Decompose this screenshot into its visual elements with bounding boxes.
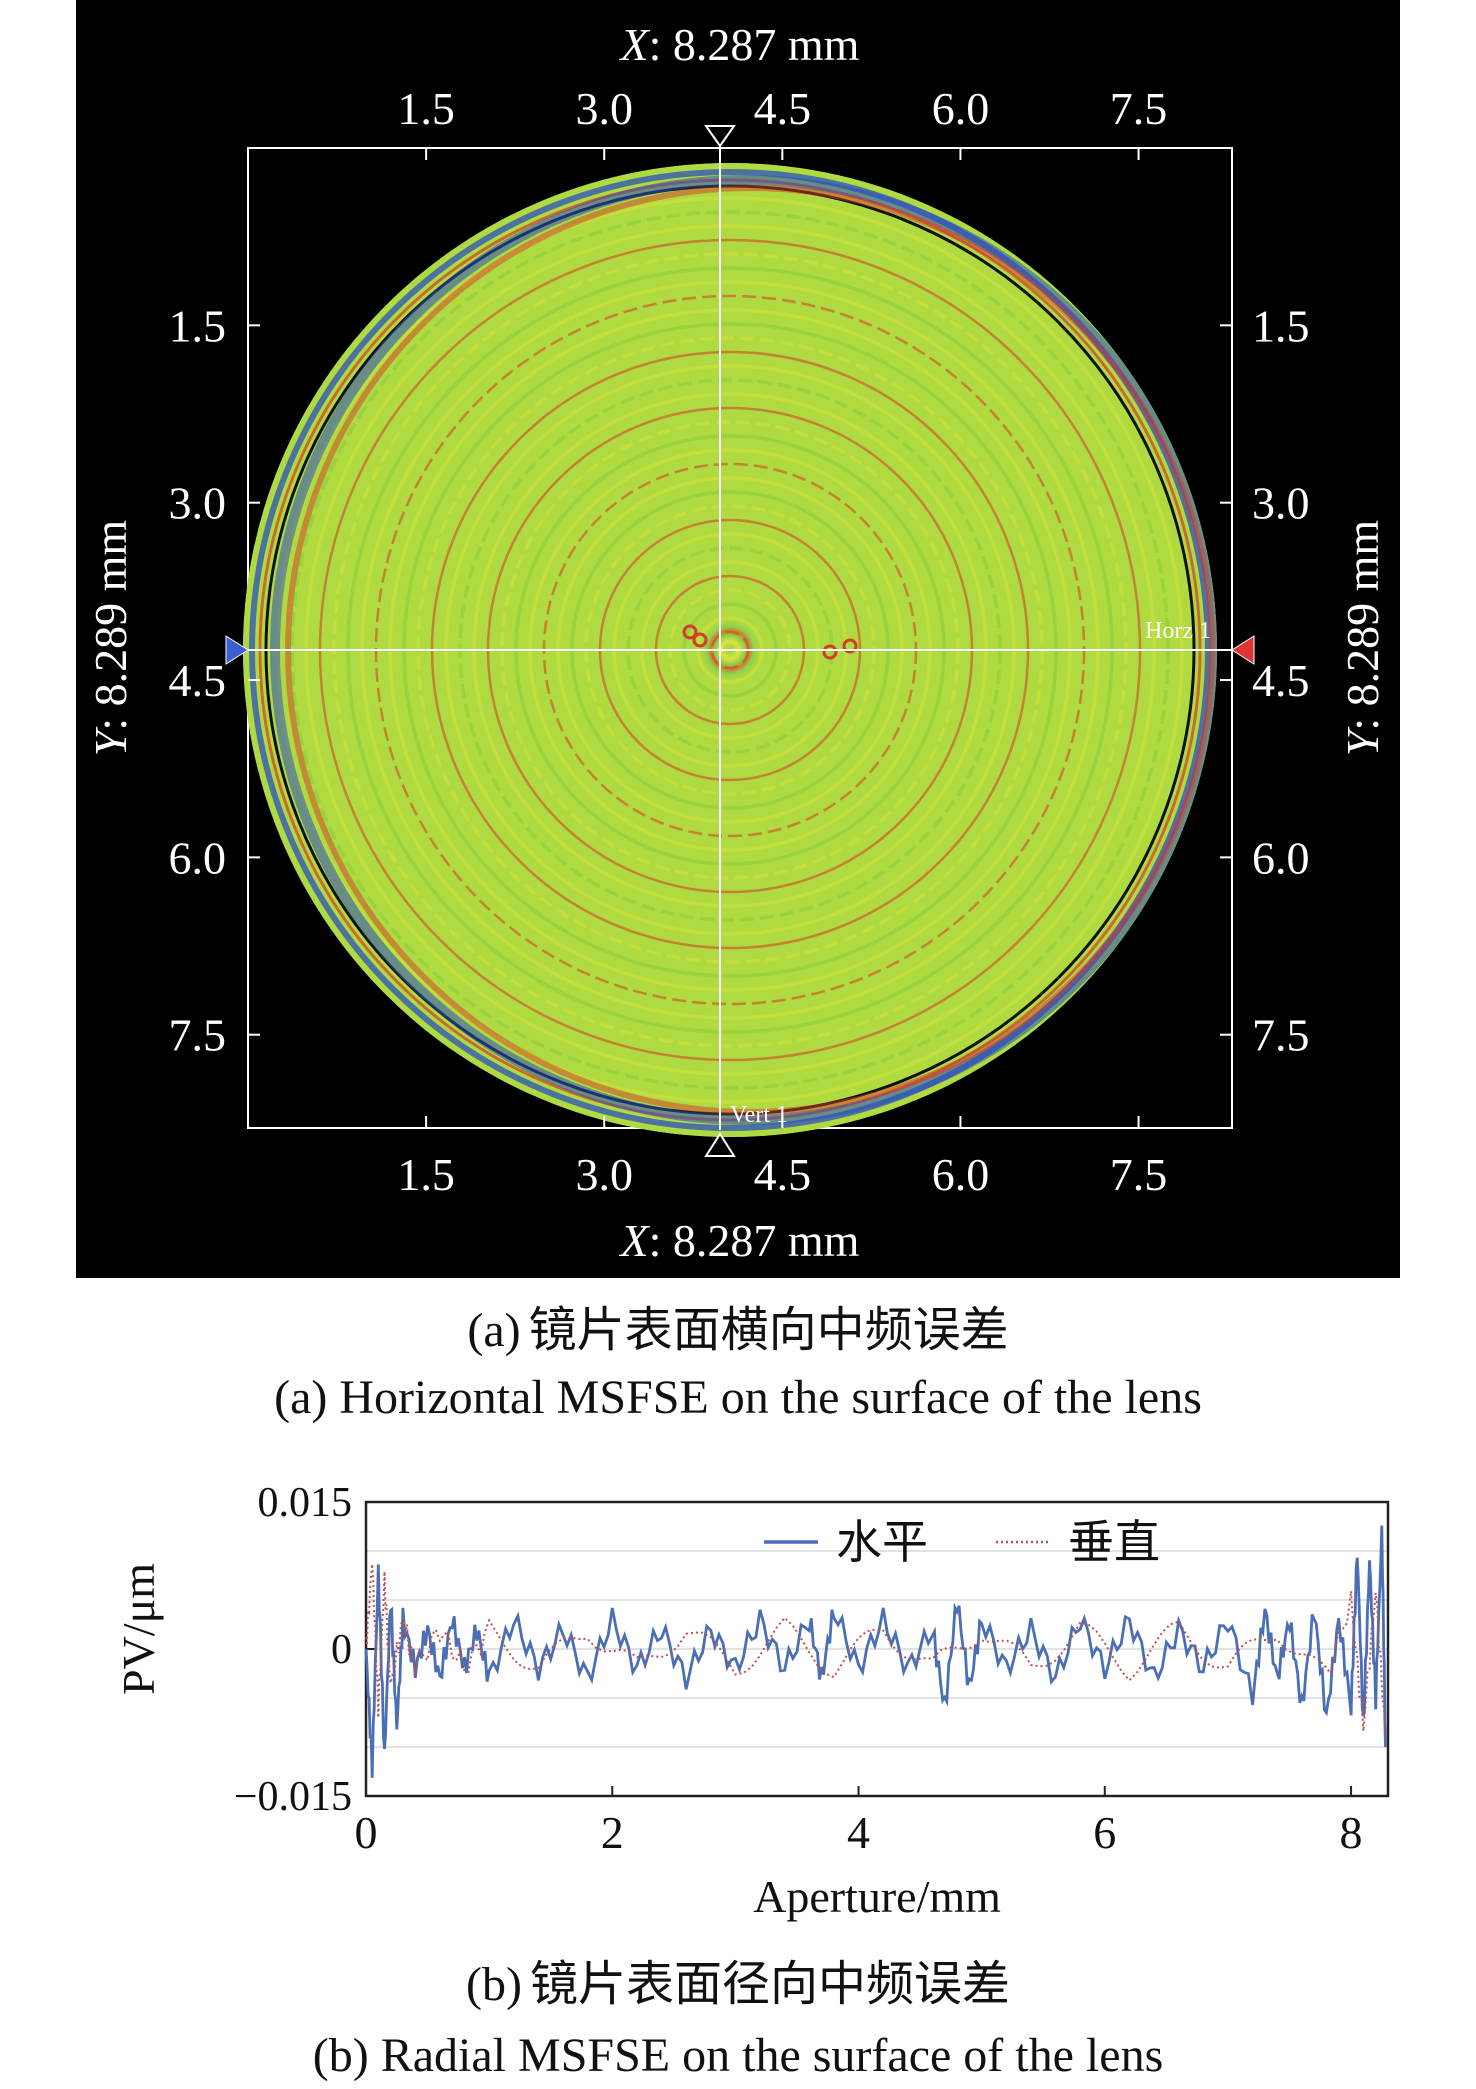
x-tick-label: 2 [601,1807,624,1858]
legend-vertical-label: 垂直 [1068,1517,1160,1568]
series-vertical-line [365,1564,1387,1738]
y-tick-label: 0 [331,1627,352,1673]
horizontal-marker-right-icon[interactable] [1231,635,1255,665]
caption-a-cn-text: 镜片表面横向中频误差 [528,1302,1009,1358]
x-tick-label-bottom: 6.0 [932,1149,990,1200]
y-tick-label-right: 3.0 [1252,478,1310,529]
y-tick-label-right: 1.5 [1252,300,1310,351]
y-tick-label-left: 4.5 [169,655,227,706]
x-tick-label-top: 6.0 [932,83,990,134]
horizontal-marker-left-icon[interactable] [225,635,249,665]
vertical-marker-top-icon[interactable] [704,125,736,148]
x-tick-label-bottom: 4.5 [754,1149,812,1200]
y-tick-label-left: 1.5 [169,300,227,351]
y-tick-label: −0.015 [234,1774,352,1820]
caption-a-en: (a) Horizontal MSFSE on the surface of t… [274,1371,1202,1424]
x-tick-label: 4 [847,1807,870,1858]
x-tick-label-bottom: 1.5 [397,1149,455,1200]
y-axis-label-left: Y: 8.289 mm [85,520,136,757]
y-tick-label-left: 6.0 [169,832,227,883]
y-tick-label-right: 6.0 [1252,832,1310,883]
heatmap-ticks: 1.5 1.5 3.0 3.0 4.5 4.5 6.0 6.0 7.5 7.5 1.5 1.5 3.0 3… [169,83,1310,1200]
caption-a-cn-prefix: (a) [467,1304,521,1357]
series-horizontal-line [364,1525,1387,1778]
defect-spot [842,638,858,654]
legend: 水平 垂直 [764,1517,1160,1568]
horz-marker-label: Horz 1 [1145,618,1211,644]
caption-b-cn-text: 镜片表面径向中频误差 [529,1956,1010,2012]
defect-spot [682,624,698,640]
x-axis-label-bottom: X: 8.287 mm [619,1215,860,1266]
y-axis-label-right: Y: 8.289 mm [1337,520,1388,757]
y-tick-label: 0.015 [258,1480,353,1526]
y-tick-label-right: 4.5 [1252,655,1310,706]
y-tick-label-left: 3.0 [169,478,227,529]
defect-spot [692,632,708,648]
caption-b-cn-prefix: (b) [466,1958,522,2011]
legend-horizontal-label: 水平 [836,1517,928,1568]
y-tick-label-right: 7.5 [1252,1010,1310,1061]
vertical-marker-bottom-icon[interactable] [704,1132,736,1157]
x-tick-label: 8 [1340,1807,1363,1858]
caption-a-cn: (a) 镜片表面横向中频误差 [0,1306,1476,1355]
x-tick-label-top: 1.5 [397,83,455,134]
x-tick-label: 0 [355,1807,378,1858]
vert-marker-label: Vert 1 [730,1102,788,1128]
x-tick-label-top: 7.5 [1110,83,1168,134]
x-tick-label-bottom: 7.5 [1110,1149,1168,1200]
x-tick-label-top: 4.5 [754,83,812,134]
x-tick-label-bottom: 3.0 [575,1149,633,1200]
x-axis-label: Aperture/mm [753,1871,1001,1922]
caption-b-en: (b) Radial MSFSE on the surface of the l… [312,2029,1164,2082]
lens-surface-heatmap: Horz 1 Vert 1 1.5 1.5 3.0 3.0 4.5 4.5 6.0 6.0 7.… [85,19,1388,1266]
x-tick-label-top: 3.0 [575,83,633,134]
defect-spot [822,644,838,660]
caption-b-cn: (b) 镜片表面径向中频误差 [0,1960,1476,2009]
x-tick-label: 6 [1093,1807,1116,1858]
x-axis-label-top: X: 8.287 mm [619,19,860,70]
y-tick-label-left: 7.5 [169,1010,227,1061]
y-axis-label: PV/μm [113,1563,164,1695]
